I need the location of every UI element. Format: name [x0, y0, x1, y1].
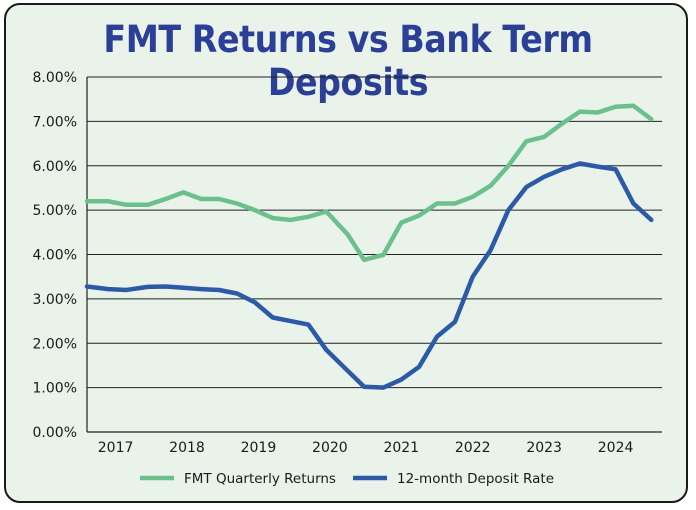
legend-label: FMT Quarterly Returns: [184, 471, 336, 487]
y-tick-label: 6.00%: [33, 159, 77, 175]
series-line-2: [84, 161, 654, 390]
x-tick-label: 2023: [526, 440, 562, 456]
x-tick-label: 2020: [312, 440, 348, 456]
x-tick-label: 2019: [241, 440, 277, 456]
x-tick-label: 2024: [598, 440, 634, 456]
chart-title: FMT Returns vs Bank Term Deposits: [103, 18, 593, 104]
y-tick-label: 5.00%: [33, 203, 77, 219]
legend-label: 12-month Deposit Rate: [397, 471, 554, 487]
y-tick-label: 8.00%: [33, 70, 77, 86]
x-tick-label: 2022: [455, 440, 491, 456]
y-tick-label: 1.00%: [33, 381, 77, 397]
y-tick-label: 2.00%: [33, 336, 77, 352]
series-line-1: [84, 103, 654, 263]
x-tick-label: 2017: [98, 440, 134, 456]
x-axis-ticks: 2017 2018 2019 2020 2021 2022 2023 2024: [98, 440, 634, 456]
y-tick-label: 7.00%: [33, 114, 77, 130]
y-tick-label: 4.00%: [33, 248, 77, 264]
x-tick-label: 2018: [169, 440, 205, 456]
axes: [86, 77, 662, 433]
y-tick-label: 0.00%: [33, 425, 77, 441]
y-axis-ticks: 0.00% 1.00% 2.00% 3.00% 4.00% 5.00% 6.00% 7.00%…: [33, 70, 77, 441]
chart-frame: [4, 3, 688, 503]
legend: FMT Quarterly Returns 12-month Deposit Ra…: [140, 471, 554, 487]
series-lines: [84, 103, 654, 390]
grid-lines: [87, 76, 662, 389]
x-tick-label: 2021: [383, 440, 419, 456]
y-tick-label: 3.00%: [33, 292, 77, 308]
